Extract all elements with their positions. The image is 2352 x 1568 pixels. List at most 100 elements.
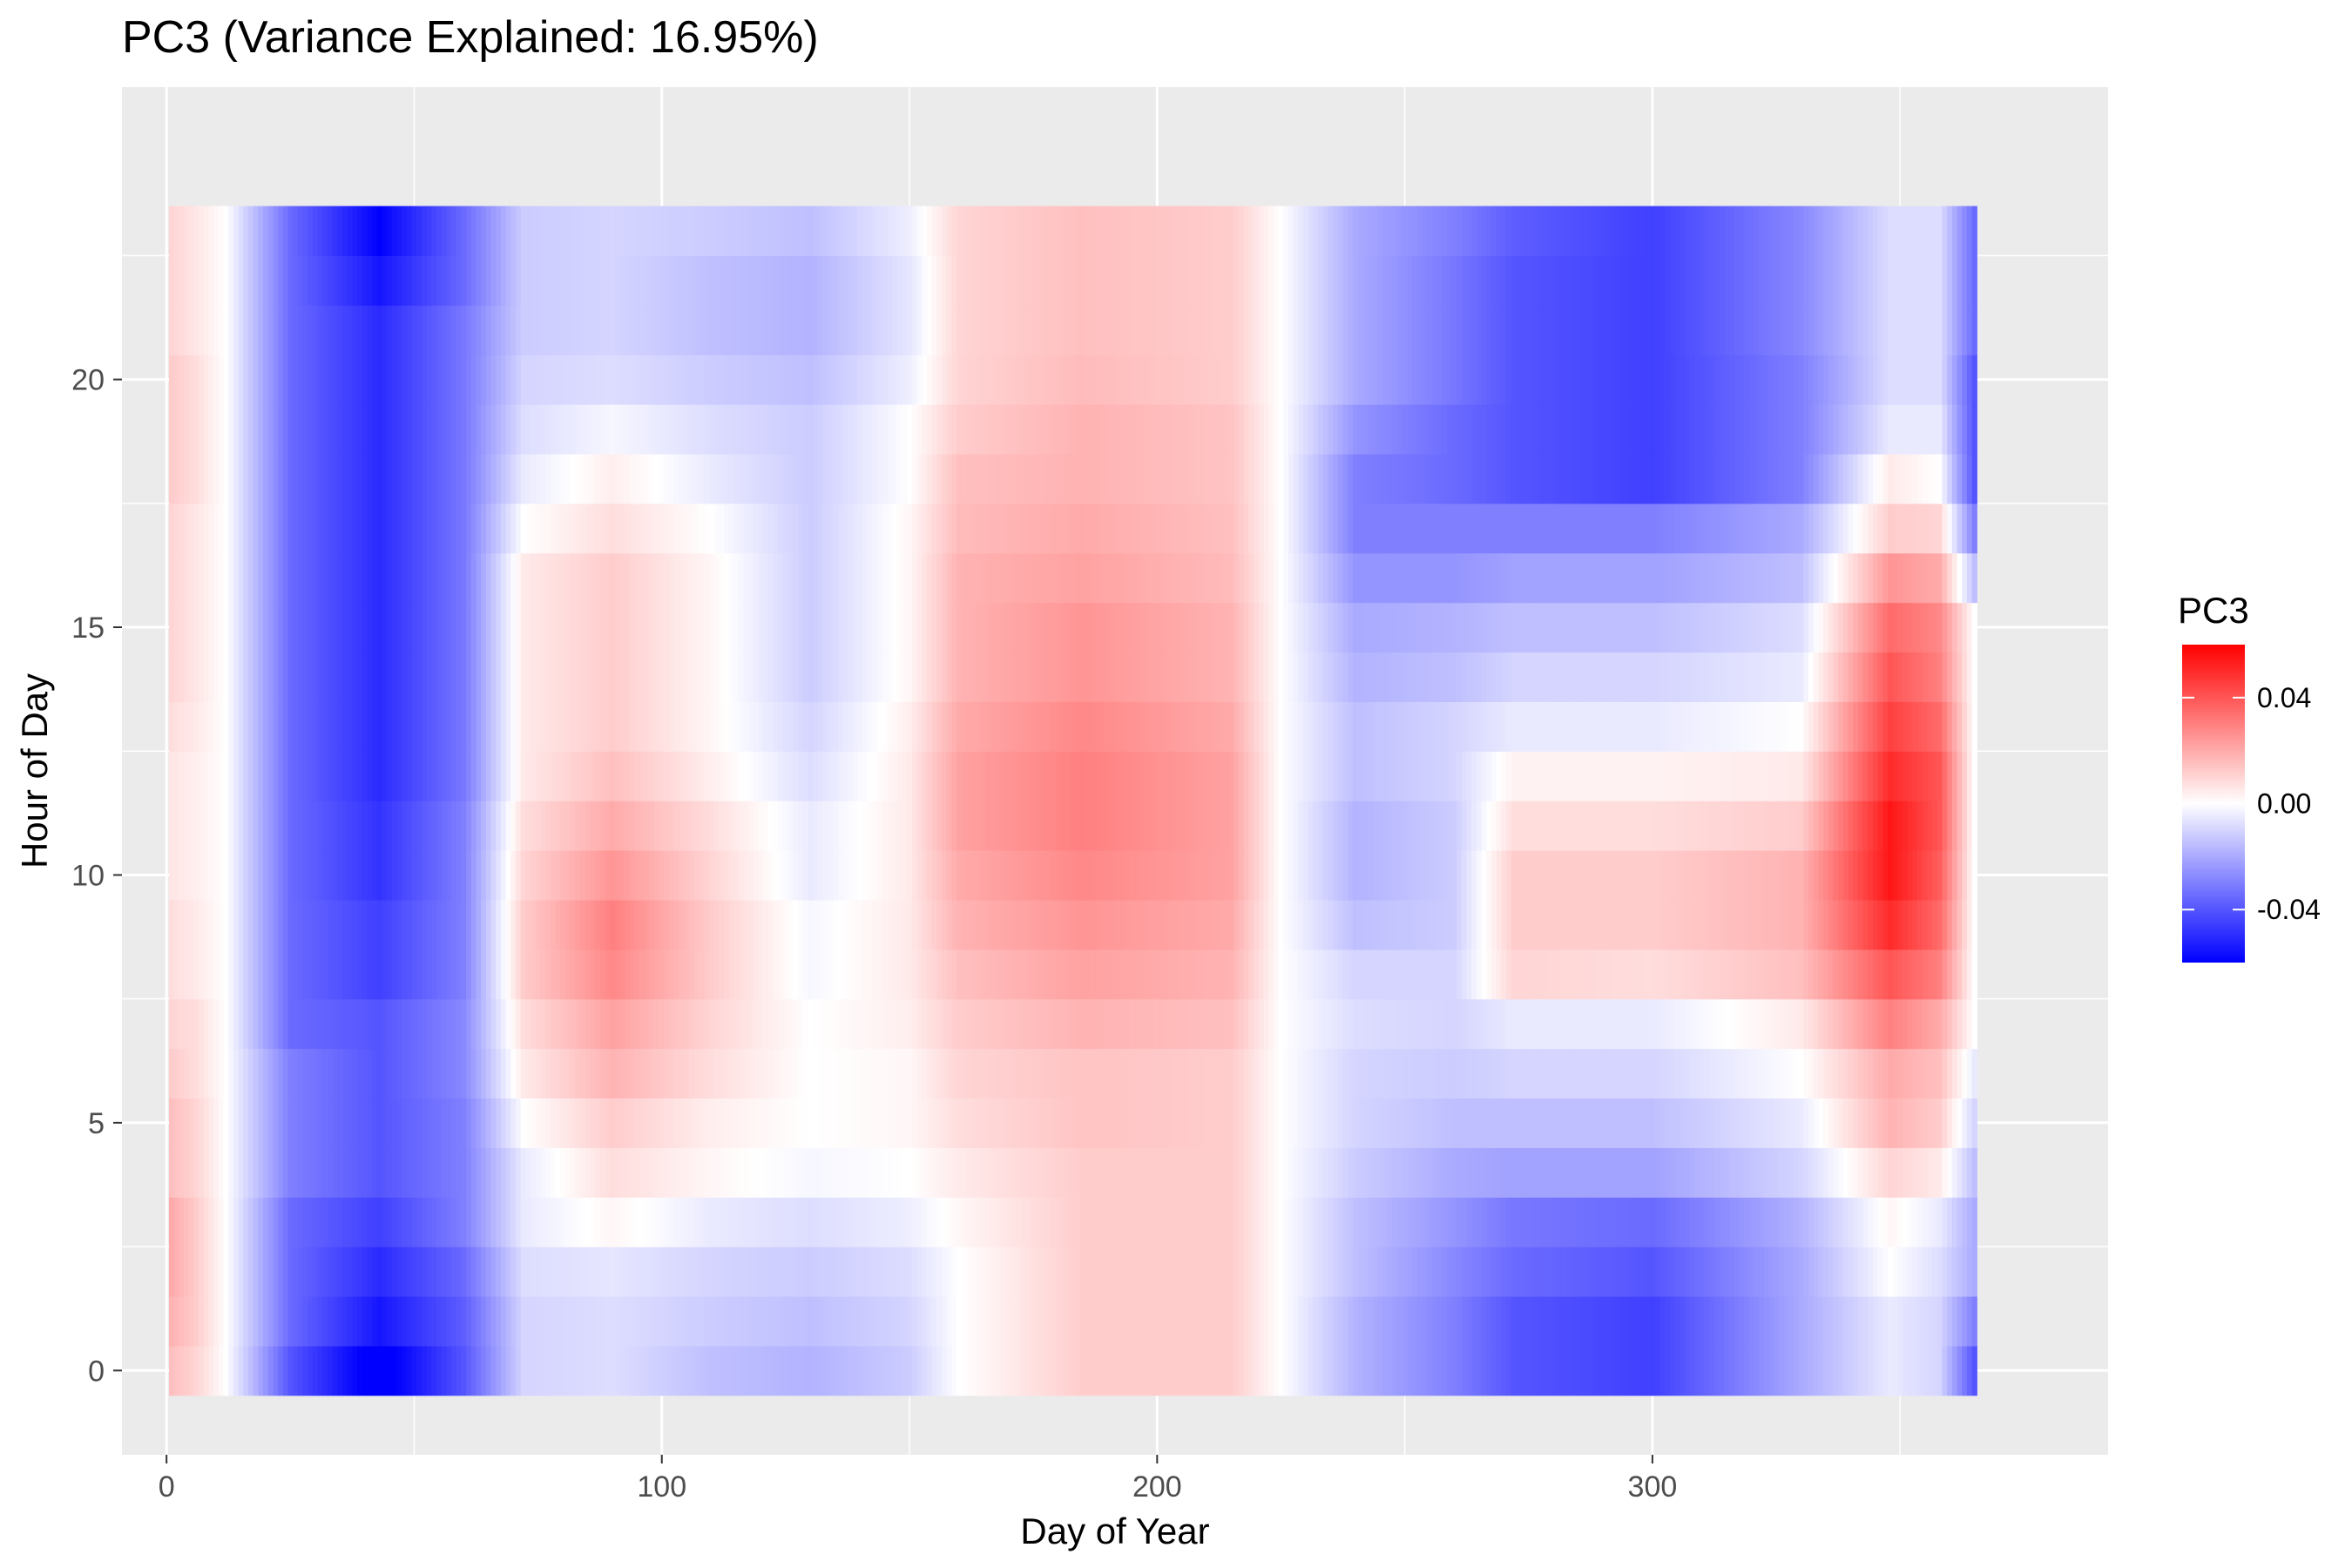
heatmap-cell <box>1407 751 1413 801</box>
heatmap-cell <box>1560 1048 1567 1099</box>
heatmap-cell <box>1798 1247 1804 1297</box>
heatmap-cell <box>461 1247 467 1297</box>
heatmap-cell <box>481 998 487 1050</box>
heatmap-cell <box>1525 1345 1532 1396</box>
heatmap-cell <box>1575 1345 1582 1396</box>
heatmap-cell <box>1724 1147 1730 1198</box>
heatmap-cell <box>188 949 195 1000</box>
heatmap-cell <box>1862 1345 1869 1396</box>
heatmap-cell <box>1857 1048 1864 1099</box>
heatmap-cell <box>1471 850 1477 901</box>
heatmap-cell <box>1228 801 1235 851</box>
heatmap-cell <box>451 801 457 851</box>
heatmap-cell <box>634 1098 640 1148</box>
heatmap-cell <box>1293 1197 1299 1247</box>
heatmap-cell <box>1462 1098 1468 1148</box>
heatmap-cell <box>669 998 675 1050</box>
heatmap-cell <box>1654 1197 1661 1247</box>
heatmap-cell <box>862 1098 868 1148</box>
heatmap-cell <box>1110 1197 1116 1247</box>
heatmap-cell <box>847 701 854 752</box>
heatmap-cell <box>699 850 705 901</box>
heatmap-cell <box>1382 850 1389 901</box>
heatmap-cell <box>1258 949 1265 1000</box>
heatmap-cell <box>610 899 616 950</box>
heatmap-cell <box>1704 998 1710 1050</box>
heatmap-cell <box>1268 1345 1274 1396</box>
heatmap-cell <box>605 1247 611 1297</box>
heatmap-cell <box>1362 949 1369 1000</box>
heatmap-cell <box>1759 1098 1765 1148</box>
heatmap-cell <box>1193 1147 1200 1198</box>
heatmap-cell <box>728 949 734 1000</box>
heatmap-cell <box>411 1147 417 1198</box>
heatmap-cell <box>1372 998 1378 1050</box>
heatmap-cell <box>411 701 417 752</box>
heatmap-cell <box>1283 751 1289 801</box>
heatmap-cell <box>1387 1048 1394 1099</box>
heatmap-cell <box>247 751 254 801</box>
heatmap-cell <box>778 998 784 1050</box>
heatmap-cell <box>1565 1048 1571 1099</box>
heatmap-cell <box>1833 949 1839 1000</box>
heatmap-cell <box>1932 998 1938 1050</box>
heatmap-cell <box>243 899 249 950</box>
heatmap-cell <box>857 701 863 752</box>
heatmap-cell <box>342 1295 348 1347</box>
heatmap-cell <box>1828 1345 1835 1396</box>
heatmap-cell <box>372 1098 378 1148</box>
heatmap-cell <box>1159 850 1166 901</box>
heatmap-cell <box>872 1247 878 1297</box>
heatmap-cell <box>347 1247 353 1297</box>
heatmap-cell <box>1793 1197 1800 1247</box>
heatmap-cell <box>1337 1098 1344 1148</box>
heatmap-cell <box>1496 1048 1503 1099</box>
heatmap-cell <box>1436 1147 1443 1198</box>
heatmap-cell <box>1352 1345 1359 1396</box>
heatmap-cell <box>1193 1345 1200 1396</box>
heatmap-cell <box>426 998 432 1050</box>
heatmap-cell <box>1055 801 1062 851</box>
heatmap-cell <box>629 899 636 950</box>
heatmap-cell <box>228 1147 234 1198</box>
heatmap-cell <box>1134 701 1141 752</box>
heatmap-cell <box>1322 751 1329 801</box>
heatmap-cell <box>1639 850 1646 901</box>
heatmap-cell <box>337 801 343 851</box>
heatmap-cell <box>1511 801 1517 851</box>
heatmap-cell <box>451 751 457 801</box>
heatmap-cell <box>372 1048 378 1099</box>
heatmap-cell <box>1431 1247 1438 1297</box>
heatmap-cell <box>1372 899 1378 950</box>
heatmap-cell <box>555 1247 561 1297</box>
heatmap-cell <box>1392 1197 1398 1247</box>
heatmap-cell <box>1288 949 1294 1000</box>
heatmap-cell <box>654 1098 660 1148</box>
heatmap-cell <box>451 1048 457 1099</box>
heatmap-cell <box>1724 801 1730 851</box>
heatmap-cell <box>1308 701 1315 752</box>
heatmap-cell <box>862 701 868 752</box>
heatmap-cell <box>1669 998 1676 1050</box>
heatmap-cell <box>802 1147 809 1198</box>
heatmap-cell <box>892 850 898 901</box>
heatmap-cell <box>1645 1048 1651 1099</box>
heatmap-cell <box>793 1098 799 1148</box>
heatmap-cell <box>1803 1295 1809 1347</box>
heatmap-cell <box>1590 1247 1597 1297</box>
heatmap-cell <box>1105 1197 1111 1247</box>
heatmap-cell <box>1639 1247 1646 1297</box>
heatmap-cell <box>1130 801 1136 851</box>
heatmap-cell <box>1204 850 1210 901</box>
heatmap-cell <box>1788 899 1794 950</box>
heatmap-cell <box>728 1345 734 1396</box>
heatmap-cell <box>406 1048 413 1099</box>
heatmap-cell <box>1565 751 1571 801</box>
heatmap-cell <box>758 1098 764 1148</box>
heatmap-cell <box>332 949 338 1000</box>
heatmap-cell <box>877 1345 883 1396</box>
heatmap-cell <box>1540 850 1547 901</box>
heatmap-cell <box>842 1048 848 1099</box>
heatmap-cell <box>1125 701 1131 752</box>
heatmap-cell <box>575 1048 581 1099</box>
